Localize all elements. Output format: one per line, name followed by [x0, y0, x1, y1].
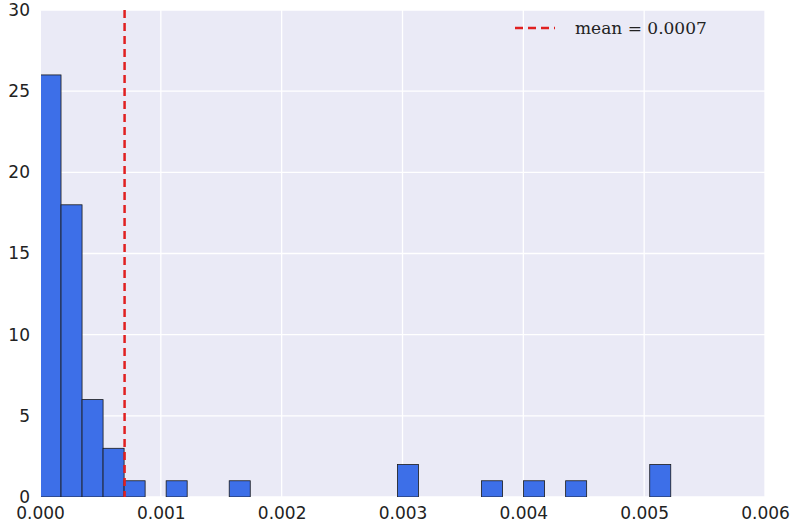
bar	[608, 497, 629, 498]
x-tick: 0.003	[379, 497, 428, 523]
bar	[524, 481, 545, 497]
bar	[292, 497, 313, 498]
plot-background	[40, 10, 765, 497]
x-tick: 0.005	[620, 497, 669, 523]
bar	[650, 465, 671, 497]
x-tick-label: 0.004	[499, 503, 548, 523]
bar	[61, 205, 82, 497]
bar	[103, 448, 124, 497]
bar	[187, 497, 208, 498]
grid-line	[39, 10, 40, 497]
bar	[397, 465, 418, 497]
mean-line	[123, 10, 126, 497]
bar	[418, 497, 439, 498]
y-tick: 15	[8, 243, 40, 263]
x-tick-label: 0.005	[620, 503, 669, 523]
grid-line	[40, 253, 765, 254]
y-tick-label: 0	[19, 487, 30, 507]
grid-line	[40, 9, 765, 10]
x-tick-label: 0.006	[741, 503, 790, 523]
bar	[566, 481, 587, 497]
bar	[250, 497, 271, 498]
y-tick-label: 10	[8, 325, 30, 345]
y-tick-label: 5	[19, 406, 30, 426]
y-tick: 20	[8, 162, 40, 182]
bar	[208, 497, 229, 498]
bar	[82, 400, 103, 497]
plot: 0.0000.0010.0020.0030.0040.0050.00605101…	[8, 0, 789, 523]
bar	[461, 497, 482, 498]
legend: mean = 0.0007	[515, 18, 707, 38]
grid-line	[40, 91, 765, 92]
grid-line	[40, 334, 765, 335]
grid-line	[40, 172, 765, 173]
y-tick-label: 15	[8, 243, 30, 263]
chart: 0.0000.0010.0020.0030.0040.0050.00605101…	[0, 0, 800, 530]
bar	[587, 497, 608, 498]
y-tick: 5	[19, 406, 40, 426]
x-tick: 0.001	[137, 497, 186, 523]
x-tick-label: 0.001	[137, 503, 186, 523]
x-tick-label: 0.002	[258, 503, 307, 523]
legend-label: mean = 0.0007	[575, 18, 707, 38]
y-axis: 0 5 10 15 20 25 30	[8, 0, 40, 507]
y-tick-label: 25	[8, 81, 30, 101]
bar	[229, 481, 250, 497]
y-tick: 30	[8, 0, 40, 20]
y-tick-label: 20	[8, 162, 30, 182]
bar	[629, 497, 650, 498]
grid-line	[40, 415, 765, 416]
bar	[40, 75, 61, 497]
x-tick: 0.006	[741, 497, 790, 523]
bar	[145, 497, 166, 498]
y-tick: 25	[8, 81, 40, 101]
bar	[124, 481, 145, 497]
x-axis: 0.0000.0010.0020.0030.0040.0050.006	[16, 497, 790, 523]
bar	[482, 481, 503, 497]
legend-swatch	[515, 27, 555, 30]
bar	[355, 497, 376, 498]
legend-entry: mean = 0.0007	[515, 18, 707, 38]
bar	[503, 497, 524, 498]
y-tick: 10	[8, 325, 40, 345]
bar	[545, 497, 566, 498]
bar	[271, 497, 292, 498]
x-tick: 0.004	[499, 497, 548, 523]
marks	[40, 10, 671, 497]
x-axis-line	[41, 497, 766, 498]
x-tick: 0.002	[258, 497, 307, 523]
bar	[439, 497, 460, 498]
bar	[376, 497, 397, 498]
x-tick-label: 0.003	[379, 503, 428, 523]
bar	[166, 481, 187, 497]
y-tick-label: 30	[8, 0, 30, 20]
y-tick: 0	[19, 487, 40, 507]
bar	[334, 497, 355, 498]
grid	[40, 10, 765, 497]
y-axis-line	[40, 11, 41, 498]
bar	[313, 497, 334, 498]
